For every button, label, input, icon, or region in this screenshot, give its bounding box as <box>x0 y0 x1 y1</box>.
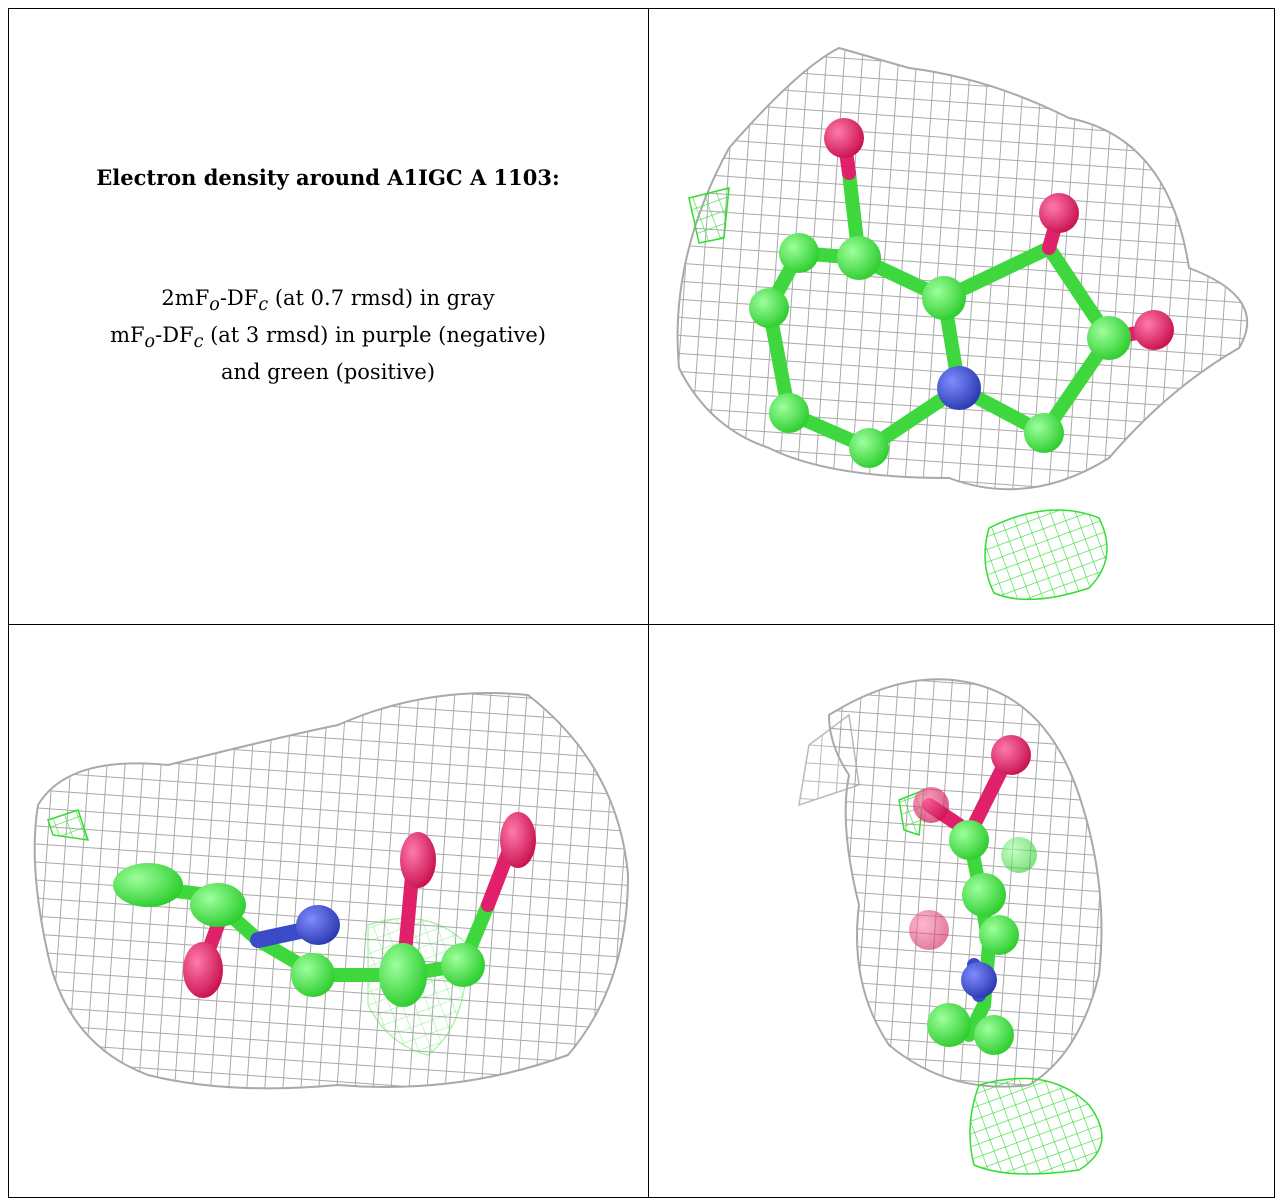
oxygen-atom <box>183 942 223 998</box>
caption-title: Electron density around A1IGC A 1103: <box>96 165 560 190</box>
carbon-atom <box>113 863 183 907</box>
oxygen-atom <box>824 118 864 158</box>
density-view-bottom-left <box>8 625 648 1197</box>
carbon-atom <box>291 953 335 997</box>
nitrogen-atom <box>961 962 997 998</box>
nitrogen-atom <box>296 905 340 945</box>
caption-line-2-sub-o: o <box>144 332 156 353</box>
caption-line-1-sub-o: o <box>209 295 220 316</box>
caption-line-3: and green (positive) <box>220 360 436 385</box>
caption-description: 2mFo-DFc (at 0.7 rmsd) in gray mFo-DFc (… <box>8 283 648 387</box>
carbon-atom <box>974 1015 1014 1055</box>
carbon-atom <box>441 943 485 987</box>
carbon-atom <box>1087 316 1131 360</box>
figure-table: Electron density around A1IGC A 1103: 2m… <box>8 8 1275 1198</box>
gray-density-outer <box>798 713 860 807</box>
caption-line-2-sub-c: c <box>193 332 204 353</box>
carbon-atom <box>962 873 1006 917</box>
carbon-atom <box>837 236 881 280</box>
oxygen-atom <box>400 832 436 888</box>
gray-density-mesh <box>33 692 630 1090</box>
oxygen-atom <box>909 910 949 950</box>
caption-line-2-b: -DF <box>155 323 194 348</box>
row-divider <box>8 624 1274 625</box>
nitrogen-atom <box>937 366 981 410</box>
caption-line-1-sub-c: c <box>258 295 269 316</box>
caption-line-2-a: mF <box>110 323 145 348</box>
density-image-face-on <box>676 46 1249 601</box>
gray-density-mesh <box>676 46 1249 491</box>
oxygen-atom <box>1134 310 1174 350</box>
density-image-side <box>33 692 630 1090</box>
gray-density-mesh <box>827 678 1103 1088</box>
carbon-atom <box>979 915 1019 955</box>
column-divider <box>648 8 649 1197</box>
carbon-atom <box>190 883 246 927</box>
carbon-atom <box>922 276 966 320</box>
density-view-top-right <box>649 8 1274 624</box>
carbon-atom <box>849 428 889 468</box>
carbon-atom <box>949 820 989 860</box>
oxygen-atom <box>500 812 536 868</box>
carbon-atom <box>749 288 789 328</box>
caption-line-1: 2mFo-DFc (at 0.7 rmsd) in gray <box>8 283 648 320</box>
oxygen-atom <box>1039 193 1079 233</box>
caption-line-1-b: -DF <box>219 286 259 310</box>
green-density-small <box>47 809 90 841</box>
oxygen-atom <box>991 735 1031 775</box>
carbon-atom <box>927 1003 971 1047</box>
green-density-large <box>969 1077 1103 1175</box>
oxygen-atom <box>913 787 949 823</box>
caption-line-1-c: (at 0.7 rmsd) in gray <box>268 286 495 310</box>
carbon-atom <box>769 393 809 433</box>
carbon-atom <box>1001 837 1037 873</box>
caption-line-2: mFo-DFc (at 3 rmsd) in purple (negative) <box>8 320 648 357</box>
green-density-large <box>984 509 1108 601</box>
caption-line-2-c: (at 3 rmsd) in purple (negative) <box>203 323 546 348</box>
green-density-small <box>688 187 730 244</box>
carbon-atom <box>1024 413 1064 453</box>
caption-cell: Electron density around A1IGC A 1103: 2m… <box>8 8 648 624</box>
caption-line-1-a: 2mF <box>161 286 210 310</box>
density-view-bottom-right <box>649 625 1274 1197</box>
carbon-atom <box>779 233 819 273</box>
density-image-edge-on <box>798 678 1103 1175</box>
table-border <box>8 8 1275 1198</box>
carbon-atom <box>379 943 427 1007</box>
